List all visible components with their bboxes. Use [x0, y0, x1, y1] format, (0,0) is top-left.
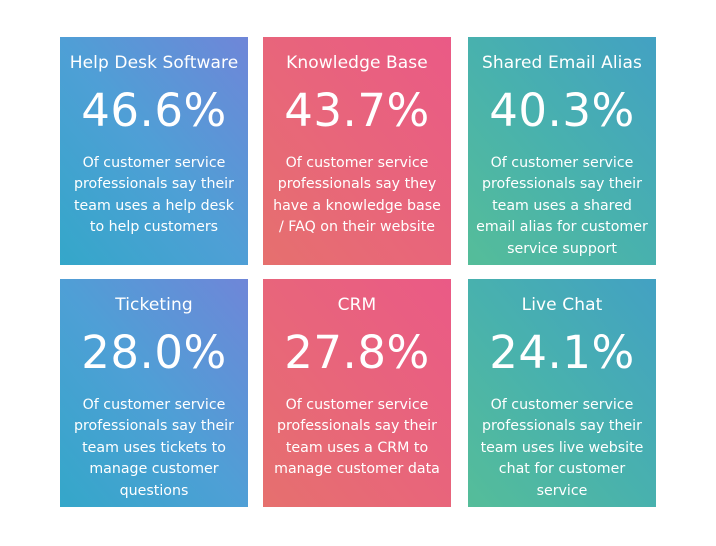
card-value: 24.1% — [489, 326, 635, 379]
card-description: Of customer service professionals say th… — [74, 397, 234, 499]
card-value: 28.0% — [81, 326, 227, 379]
stat-card-knowledge-base: Knowledge Base 43.7% Of customer service… — [263, 37, 451, 265]
stat-card-help-desk-software: Help Desk Software 46.6% Of customer ser… — [60, 37, 248, 265]
stat-card-ticketing: Ticketing 28.0% Of customer service prof… — [60, 279, 248, 507]
card-description: Of customer service professionals say th… — [274, 397, 440, 478]
card-title: Live Chat — [521, 295, 603, 315]
stat-card-crm: CRM 27.8% Of customer service profession… — [263, 279, 451, 507]
card-value: 27.8% — [284, 326, 430, 379]
card-title: CRM — [337, 295, 377, 315]
card-value: 43.7% — [284, 84, 430, 137]
card-title: Help Desk Software — [69, 53, 239, 73]
card-title: Knowledge Base — [286, 53, 428, 73]
card-description: Of customer service professionals say th… — [476, 155, 648, 257]
card-value: 46.6% — [81, 84, 227, 137]
stat-card-live-chat: Live Chat 24.1% Of customer service prof… — [468, 279, 656, 507]
card-description: Of customer service professionals say th… — [73, 155, 235, 236]
card-title: Shared Email Alias — [482, 53, 642, 73]
stat-card-shared-email-alias: Shared Email Alias 40.3% Of customer ser… — [468, 37, 656, 265]
card-description: Of customer service professionals say th… — [480, 397, 644, 499]
card-description: Of customer service professionals say th… — [273, 155, 441, 236]
card-value: 40.3% — [489, 84, 635, 137]
card-title: Ticketing — [115, 295, 193, 315]
